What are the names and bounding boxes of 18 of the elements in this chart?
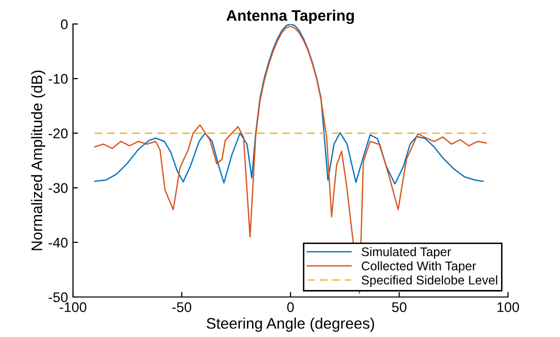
x-tick-label: 100 (497, 302, 520, 312)
legend-label: Simulated Taper (362, 247, 451, 259)
y-tick-label: -10 (48, 74, 68, 84)
x-tick-label: -100 (60, 302, 86, 312)
x-tick-label: 0 (287, 302, 294, 312)
y-tick-label: -50 (48, 292, 68, 302)
line-series (94, 24, 484, 185)
y-tick-label: -20 (48, 128, 68, 138)
y-tick-label: -40 (48, 238, 68, 248)
y-tick-label: -30 (48, 183, 68, 193)
y-tick-label: 0 (60, 19, 68, 30)
legend-label: Collected With Taper (362, 261, 476, 273)
chart-title: Antenna Tapering (226, 10, 354, 24)
x-axis-title: Steering Angle (degrees) (206, 318, 374, 332)
y-axis-title: Normalized Amplitude (dB) (31, 70, 46, 250)
x-tick-label: 50 (392, 302, 406, 312)
x-tick-label: -50 (172, 302, 192, 312)
legend-label: Specified Sidelobe Level (362, 275, 498, 287)
